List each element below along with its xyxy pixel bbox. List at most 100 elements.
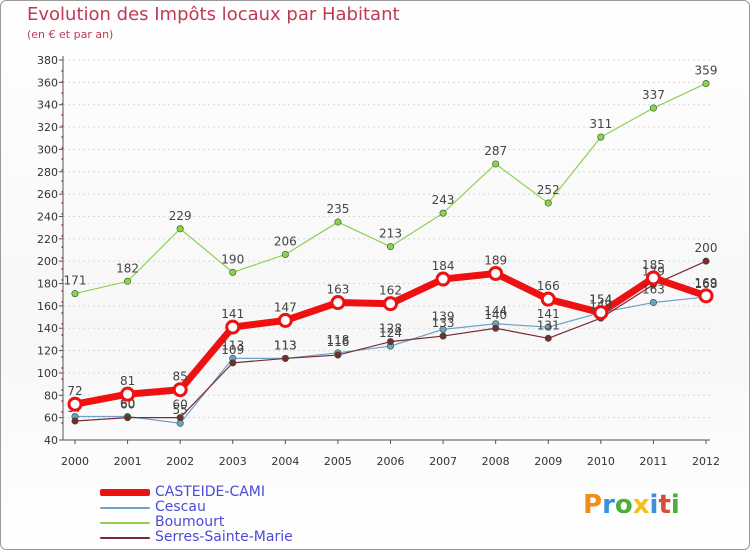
chart-subtitle: (en € et par an): [27, 28, 114, 41]
data-label-casteide-cami-2011: 185: [642, 258, 665, 272]
point-boumourt-2004: [281, 250, 289, 258]
data-label-serres-sainte-marie-2003: 109: [221, 343, 244, 357]
x-tick-label-2002: 2002: [166, 455, 194, 468]
x-tick-label-2005: 2005: [324, 455, 352, 468]
chart-title: Evolution des Impôts locaux par Habitant: [27, 4, 400, 25]
y-tick-label-220: 220: [37, 233, 58, 246]
x-tick-label-2004: 2004: [271, 455, 299, 468]
y-tick-label-260: 260: [37, 188, 58, 201]
data-label-casteide-cami-2006: 162: [379, 284, 402, 298]
logo-letter: o: [614, 490, 633, 520]
y-tick-label-320: 320: [37, 121, 58, 134]
point-cescau-2011: [649, 299, 657, 307]
y-tick-label-240: 240: [37, 210, 58, 223]
legend-label-serres-sainte-marie: Serres-Sainte-Marie: [155, 529, 293, 545]
point-boumourt-2000: [71, 290, 79, 298]
x-tick-label-2001: 2001: [114, 455, 142, 468]
point-serres-sainte-marie-2009: [544, 334, 552, 342]
logo-letter: i: [670, 490, 680, 520]
y-tick-label-140: 140: [37, 322, 58, 335]
data-label-casteide-cami-2000: 72: [67, 384, 82, 398]
point-boumourt-2003: [229, 268, 237, 276]
logo-letter: x: [632, 490, 650, 520]
data-label-serres-sainte-marie-2009: 131: [537, 318, 560, 332]
data-label-cescau-2008: 144: [484, 304, 507, 318]
point-casteide-cami-2004: [277, 312, 293, 328]
point-boumourt-2006: [386, 243, 394, 251]
data-label-serres-sainte-marie-2005: 116: [326, 335, 349, 349]
x-tick-label-2007: 2007: [429, 455, 457, 468]
data-label-serres-sainte-marie-2001: 60: [120, 398, 135, 412]
data-label-cescau-2006: 124: [379, 326, 402, 340]
x-tick-label-2003: 2003: [219, 455, 247, 468]
point-serres-sainte-marie-2000: [71, 417, 79, 425]
y-tick-label-360: 360: [37, 76, 58, 89]
data-label-boumourt-2005: 235: [326, 202, 349, 216]
y-tick-label-180: 180: [37, 278, 58, 291]
data-label-cescau-2005: 118: [326, 333, 349, 347]
data-label-serres-sainte-marie-2012: 200: [695, 241, 718, 255]
data-label-cescau-2009: 141: [537, 307, 560, 321]
y-tick-label-60: 60: [44, 412, 58, 425]
data-label-serres-sainte-marie-2004: 113: [274, 338, 297, 352]
logo-letter: r: [602, 490, 615, 520]
point-casteide-cami-2000: [67, 396, 83, 412]
data-label-cescau-2004: 113: [274, 338, 297, 352]
y-tick-label-300: 300: [37, 143, 58, 156]
point-casteide-cami-2006: [383, 296, 398, 312]
point-boumourt-2001: [124, 277, 132, 285]
point-serres-sainte-marie-2004: [281, 354, 289, 362]
data-label-boumourt-2002: 229: [169, 209, 192, 223]
data-label-casteide-cami-2002: 85: [173, 370, 188, 384]
y-tick-label-200: 200: [37, 255, 58, 268]
data-label-casteide-cami-2001: 81: [120, 374, 135, 388]
point-serres-sainte-marie-2001: [124, 414, 132, 422]
x-tick-label-2006: 2006: [377, 455, 405, 468]
data-label-casteide-cami-2010: 154: [589, 293, 612, 307]
data-label-cescau-2003: 113: [221, 338, 244, 352]
legend-swatch-casteide-cami: [100, 489, 150, 496]
y-tick-label-340: 340: [37, 99, 58, 112]
point-serres-sainte-marie-2007: [439, 332, 447, 340]
data-label-boumourt-2010: 311: [589, 117, 612, 131]
data-label-boumourt-2006: 213: [379, 227, 402, 241]
point-casteide-cami-2007: [435, 271, 451, 287]
point-serres-sainte-marie-2008: [492, 324, 500, 332]
point-casteide-cami-2005: [330, 295, 346, 311]
x-tick-label-2009: 2009: [534, 455, 562, 468]
point-casteide-cami-2003: [225, 319, 241, 335]
data-label-casteide-cami-2004: 147: [274, 300, 297, 314]
data-label-serres-sainte-marie-2002: 60: [173, 398, 188, 412]
x-tick-label-2008: 2008: [482, 455, 510, 468]
data-label-boumourt-2003: 190: [221, 252, 244, 266]
y-tick-label-80: 80: [44, 389, 58, 402]
point-serres-sainte-marie-2006: [386, 338, 394, 346]
point-serres-sainte-marie-2012: [702, 257, 710, 265]
data-label-casteide-cami-2012: 169: [695, 276, 718, 290]
y-tick-label-280: 280: [37, 166, 58, 179]
data-label-boumourt-2007: 243: [432, 193, 455, 207]
data-label-cescau-2010: 154: [589, 293, 612, 307]
data-label-boumourt-2011: 337: [642, 88, 665, 102]
data-label-casteide-cami-2008: 189: [484, 253, 507, 267]
logo-letter: t: [658, 490, 671, 520]
x-tick-label-2010: 2010: [587, 455, 615, 468]
point-serres-sainte-marie-2005: [334, 351, 342, 359]
point-cescau-2009: [544, 323, 552, 331]
series-line-cescau: [74, 296, 707, 424]
data-label-serres-sainte-marie-2008: 140: [484, 308, 507, 322]
legend-label-casteide-cami: CASTEIDE-CAMI: [155, 484, 266, 500]
point-casteide-cami-2009: [540, 291, 556, 307]
logo-letter: P: [583, 490, 603, 520]
y-tick-label-380: 380: [37, 54, 58, 67]
point-boumourt-2010: [597, 133, 605, 141]
legend-swatch-boumourt: [100, 522, 150, 524]
data-label-serres-sainte-marie-2007: 133: [432, 316, 455, 330]
point-boumourt-2007: [439, 209, 447, 217]
data-label-boumourt-2001: 182: [116, 261, 139, 275]
point-boumourt-2002: [176, 225, 184, 233]
data-label-boumourt-2012: 359: [695, 63, 718, 77]
legend-label-boumourt: Boumourt: [155, 514, 225, 530]
y-tick-label-40: 40: [44, 434, 58, 447]
